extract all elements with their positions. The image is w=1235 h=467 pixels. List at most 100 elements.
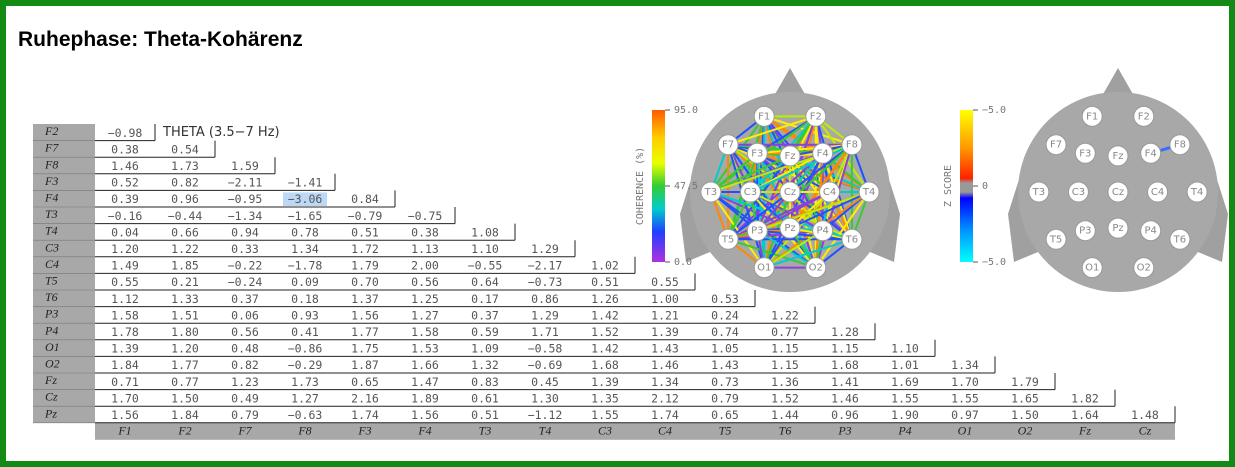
table-cell: 1.51 <box>171 308 199 322</box>
table-cell: 1.77 <box>171 358 199 372</box>
col-label-row <box>95 422 1175 440</box>
table-cell: 1.56 <box>111 408 139 422</box>
table-cell: 0.59 <box>471 325 499 339</box>
electrode-label: T3 <box>704 187 717 198</box>
table-cell: 1.70 <box>951 375 979 389</box>
table-cell: 1.84 <box>171 408 199 422</box>
table-cell: 1.52 <box>591 325 619 339</box>
head: F1 F2 F7 F3 Fz F4 F8 T3 C3 Cz C4 T4 T5 P3 Pz P4 T6 O1 O2 <box>680 68 900 292</box>
electrode <box>1045 134 1067 156</box>
electrode <box>841 228 863 250</box>
connection <box>756 229 817 269</box>
table-cell: 1.05 <box>711 342 739 356</box>
table-cell: −0.69 <box>528 358 563 372</box>
electrode <box>841 134 863 156</box>
nose <box>1102 68 1134 96</box>
table-cell: 1.00 <box>651 292 679 306</box>
connection <box>727 191 830 241</box>
electrode <box>1028 181 1050 203</box>
table-cell: 1.74 <box>351 408 379 422</box>
col-label: Cz <box>1139 424 1152 438</box>
table-cell: 1.52 <box>771 391 799 405</box>
table-cell: 1.46 <box>111 159 139 173</box>
table-cell: 0.17 <box>471 292 499 306</box>
connection <box>789 191 870 230</box>
col-label: F1 <box>117 424 131 438</box>
electrode <box>753 105 775 127</box>
color-scale <box>652 110 665 262</box>
electrode <box>1147 181 1169 203</box>
head: F1 F2 F7 F3 Fz F4 F8 T3 C3 Cz C4 T4 T5 P3 Pz P4 T6 O1 O2 <box>1008 68 1228 292</box>
table-cell: 1.43 <box>711 358 739 372</box>
electrode <box>717 228 739 250</box>
row-label: Pz <box>44 406 57 420</box>
table-cell: 0.65 <box>351 375 379 389</box>
table-cell: −0.29 <box>288 358 323 372</box>
table-cell: 0.74 <box>711 325 739 339</box>
table-cell: 0.52 <box>111 176 139 190</box>
table-cell: −0.95 <box>228 192 263 206</box>
electrode-label: Fz <box>1112 151 1123 162</box>
table-cell: 0.53 <box>711 292 739 306</box>
table-cell: 1.85 <box>171 259 199 273</box>
table-cell: 0.96 <box>831 408 859 422</box>
table-cell: 1.10 <box>891 342 919 356</box>
table-cell: 0.73 <box>711 375 739 389</box>
table-cell: −1.41 <box>288 176 323 190</box>
electrode <box>1186 181 1208 203</box>
electrode-label: F3 <box>1079 148 1091 159</box>
table-cell: 1.50 <box>1011 408 1039 422</box>
table-cell: 0.71 <box>111 375 139 389</box>
nose <box>774 68 806 96</box>
electrode-label: C3 <box>744 187 757 198</box>
table-cell: 0.66 <box>171 225 199 239</box>
table-cell: 0.55 <box>111 275 139 289</box>
col-label: T6 <box>779 424 792 438</box>
table-cell: 0.94 <box>231 225 259 239</box>
table-cell: 1.34 <box>651 375 679 389</box>
connection <box>756 191 870 232</box>
table-cell: 1.20 <box>171 342 199 356</box>
table-cell: 2.00 <box>411 259 439 273</box>
table-cell: 1.64 <box>1071 408 1099 422</box>
table-cell: −0.22 <box>228 259 263 273</box>
table-cell: 1.71 <box>531 325 559 339</box>
table-cell: 2.12 <box>651 391 679 405</box>
scale-label: 0.0 <box>674 257 692 268</box>
table-cell: 1.02 <box>591 259 619 273</box>
table-cell: 0.82 <box>231 358 259 372</box>
table-cell: −0.24 <box>228 275 263 289</box>
connection <box>710 154 791 193</box>
electrode <box>1081 105 1103 127</box>
table-cell: 1.37 <box>351 292 379 306</box>
electrode-label: P4 <box>816 226 828 237</box>
electrode-label: F2 <box>1138 111 1150 122</box>
table-cell: −2.17 <box>528 259 563 273</box>
electrode <box>812 220 834 242</box>
table-cell: −0.73 <box>528 275 563 289</box>
table-cell: 0.56 <box>411 275 439 289</box>
col-label: P4 <box>897 424 911 438</box>
electrode <box>1133 257 1155 279</box>
table-cell: 1.22 <box>171 242 199 256</box>
electrode-label: F2 <box>810 111 822 122</box>
table-cell: 1.87 <box>351 358 379 372</box>
title: Ruhephase: Theta-Kohärenz <box>18 28 303 51</box>
connection <box>756 191 831 232</box>
table-cell: 0.38 <box>411 225 439 239</box>
table-cell: 0.33 <box>231 242 259 256</box>
table-cell: 1.29 <box>531 308 559 322</box>
table-cell: 1.69 <box>891 375 919 389</box>
electrode-label: T4 <box>1190 187 1203 198</box>
table-cell: 0.04 <box>111 225 139 239</box>
table-cell: 1.32 <box>471 358 499 372</box>
table-cell: 0.21 <box>171 275 199 289</box>
table-cell: 0.37 <box>471 308 499 322</box>
electrode-label: Pz <box>784 223 795 234</box>
row-label: O1 <box>45 340 60 354</box>
electrode <box>717 134 739 156</box>
table-cell: 1.56 <box>351 308 379 322</box>
table-cell: 1.13 <box>411 242 439 256</box>
connection <box>727 144 766 268</box>
